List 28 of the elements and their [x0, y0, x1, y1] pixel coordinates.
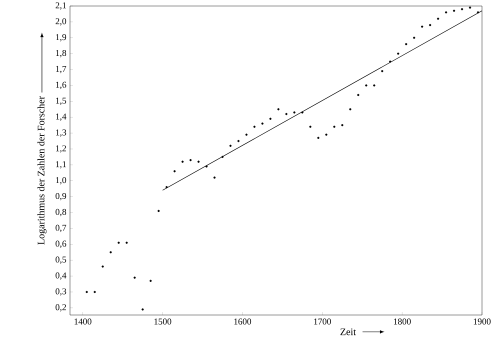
- x-tick-label: 1400: [74, 318, 92, 325]
- x-tick-label: 1800: [394, 318, 411, 325]
- y-tick-label: 1,4: [56, 114, 66, 121]
- x-tick-label: 1700: [314, 318, 331, 325]
- y-tick-label: 0,7: [56, 224, 66, 232]
- y-tick-label: 1,2: [56, 145, 66, 153]
- y-tick-label: 1,1: [56, 161, 66, 169]
- y-tick-label: 1,9: [56, 34, 66, 42]
- x-tick-label: 1900: [474, 318, 491, 325]
- y-tick-label: 1,3: [56, 129, 66, 137]
- y-tick-label: 2,0: [56, 18, 66, 26]
- y-axis-title: Logarithmus der Zahlen der Forscher: [37, 96, 46, 245]
- x-tick-label: 1600: [234, 318, 252, 325]
- x-axis-title: Zeit: [340, 328, 356, 336]
- x-tick-label: 1500: [154, 318, 172, 325]
- y-tick-label: 0,9: [56, 192, 66, 200]
- y-tick-label: 1,7: [56, 66, 66, 74]
- y-tick-label: 0,5: [56, 256, 66, 264]
- y-tick-label: 1,6: [56, 82, 66, 90]
- y-tick-label: 2,1: [56, 2, 66, 10]
- y-tick-label: 1,0: [56, 177, 66, 184]
- y-tick-label: 0,8: [56, 208, 66, 216]
- y-tick-label: 0,6: [56, 240, 66, 248]
- y-tick-label: 0,2: [56, 304, 66, 312]
- y-tick-label: 0,3: [56, 288, 66, 296]
- y-tick-label: 1,8: [56, 50, 66, 58]
- y-tick-label: 0,4: [56, 272, 66, 280]
- y-tick-label: 1,5: [56, 98, 66, 105]
